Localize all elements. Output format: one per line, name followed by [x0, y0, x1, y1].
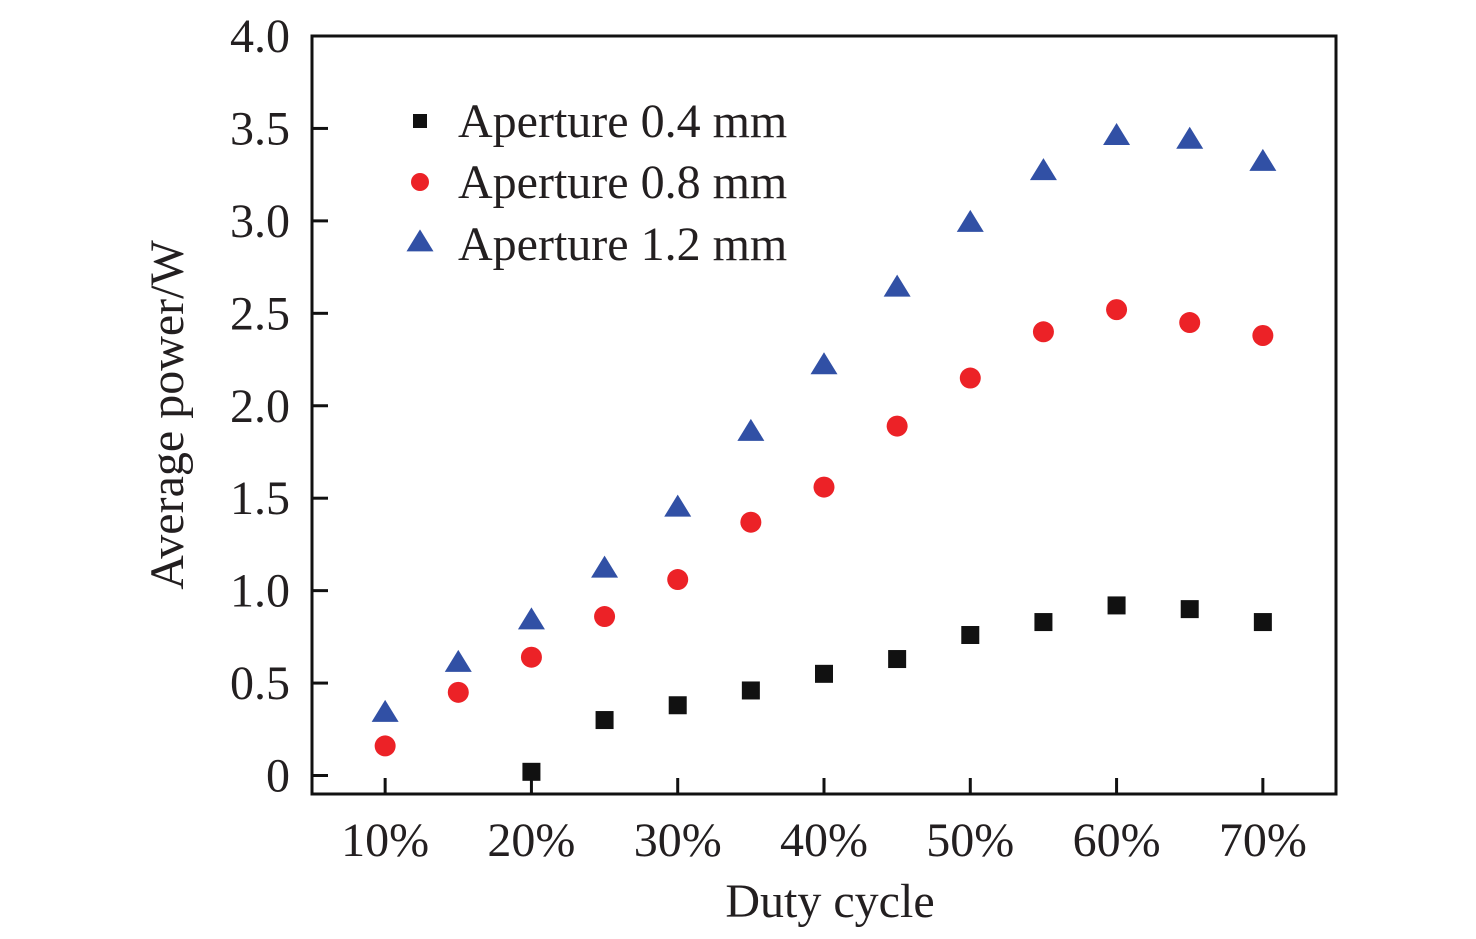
x-tick-label: 60%: [1073, 814, 1161, 867]
data-point-triangle: [517, 607, 545, 630]
data-point-circle: [447, 681, 469, 703]
legend-marker-triangle: [406, 229, 434, 252]
data-point-triangle: [444, 649, 472, 672]
data-point-square: [1034, 613, 1053, 632]
data-point-circle: [374, 735, 396, 757]
data-point-square: [668, 696, 687, 715]
x-tick-label: 70%: [1219, 814, 1307, 867]
data-point-square: [888, 650, 907, 669]
legend-label: Aperture 0.4 mm: [458, 95, 787, 148]
y-tick-label: 0: [266, 750, 290, 803]
y-tick-label: 0.5: [230, 657, 290, 710]
y-axis-title: Average power/W: [141, 240, 194, 590]
data-point-circle: [1252, 325, 1274, 347]
data-point-triangle: [810, 352, 838, 375]
data-point-square: [1180, 600, 1199, 619]
data-point-circle: [594, 606, 616, 628]
x-tick-label: 30%: [634, 814, 722, 867]
data-point-circle: [740, 511, 762, 533]
data-point-triangle: [1176, 126, 1204, 149]
legend-label: Aperture 1.2 mm: [458, 218, 787, 271]
data-point-triangle: [591, 555, 619, 578]
x-tick-label: 50%: [926, 814, 1014, 867]
legend-label: Aperture 0.8 mm: [458, 156, 787, 209]
data-point-circle: [813, 476, 835, 498]
data-point-circle: [1106, 299, 1128, 321]
y-tick-label: 1.0: [230, 565, 290, 618]
x-tick-label: 10%: [341, 814, 429, 867]
legend-item: Aperture 1.2 mm: [406, 218, 787, 271]
legend-marker-circle: [411, 173, 429, 191]
y-tick-label: 3.0: [230, 195, 290, 248]
x-tick-label: 20%: [487, 814, 575, 867]
data-point-circle: [1032, 321, 1054, 343]
data-point-triangle: [1103, 123, 1131, 146]
series-1: [522, 596, 1272, 781]
x-axis-title: Duty cycle: [725, 875, 934, 928]
y-tick-label: 4.0: [230, 10, 290, 63]
data-point-triangle: [956, 209, 984, 232]
legend-item: Aperture 0.8 mm: [411, 156, 787, 209]
data-point-circle: [520, 646, 542, 668]
data-point-square: [961, 626, 980, 645]
series-2: [374, 299, 1274, 757]
data-point-triangle: [1029, 158, 1057, 181]
data-point-square: [522, 762, 541, 781]
x-tick-label: 40%: [780, 814, 868, 867]
data-point-triangle: [664, 494, 692, 517]
data-point-circle: [959, 367, 981, 389]
data-point-triangle: [371, 699, 399, 722]
data-point-circle: [667, 569, 689, 591]
data-point-triangle: [737, 418, 765, 441]
data-point-square: [815, 664, 833, 683]
data-point-square: [595, 711, 614, 730]
data-point-circle: [1179, 312, 1201, 334]
data-point-square: [741, 681, 760, 700]
y-tick-label: 2.0: [230, 380, 290, 433]
y-tick-label: 1.5: [230, 472, 290, 525]
y-axis: 0 0.5 1.0 1.5 2.0 2.5 3.0 3.5 4.0: [230, 10, 328, 803]
data-point-triangle: [883, 274, 911, 297]
data-point-square: [1253, 613, 1272, 632]
data-point-circle: [886, 415, 908, 437]
series-3: [371, 123, 1277, 722]
x-axis: 10% 20% 30% 40% 50% 60% 70%: [341, 778, 1307, 867]
y-tick-label: 3.5: [230, 102, 290, 155]
legend: Aperture 0.4 mm Aperture 0.8 mm Aperture 1…: [406, 95, 787, 271]
y-tick-label: 2.5: [230, 287, 290, 340]
data-point-triangle: [1249, 148, 1277, 171]
legend-marker-square: [413, 114, 427, 128]
legend-item: Aperture 0.4 mm: [413, 95, 787, 148]
data-point-square: [1107, 596, 1126, 615]
data-series: [371, 123, 1277, 781]
